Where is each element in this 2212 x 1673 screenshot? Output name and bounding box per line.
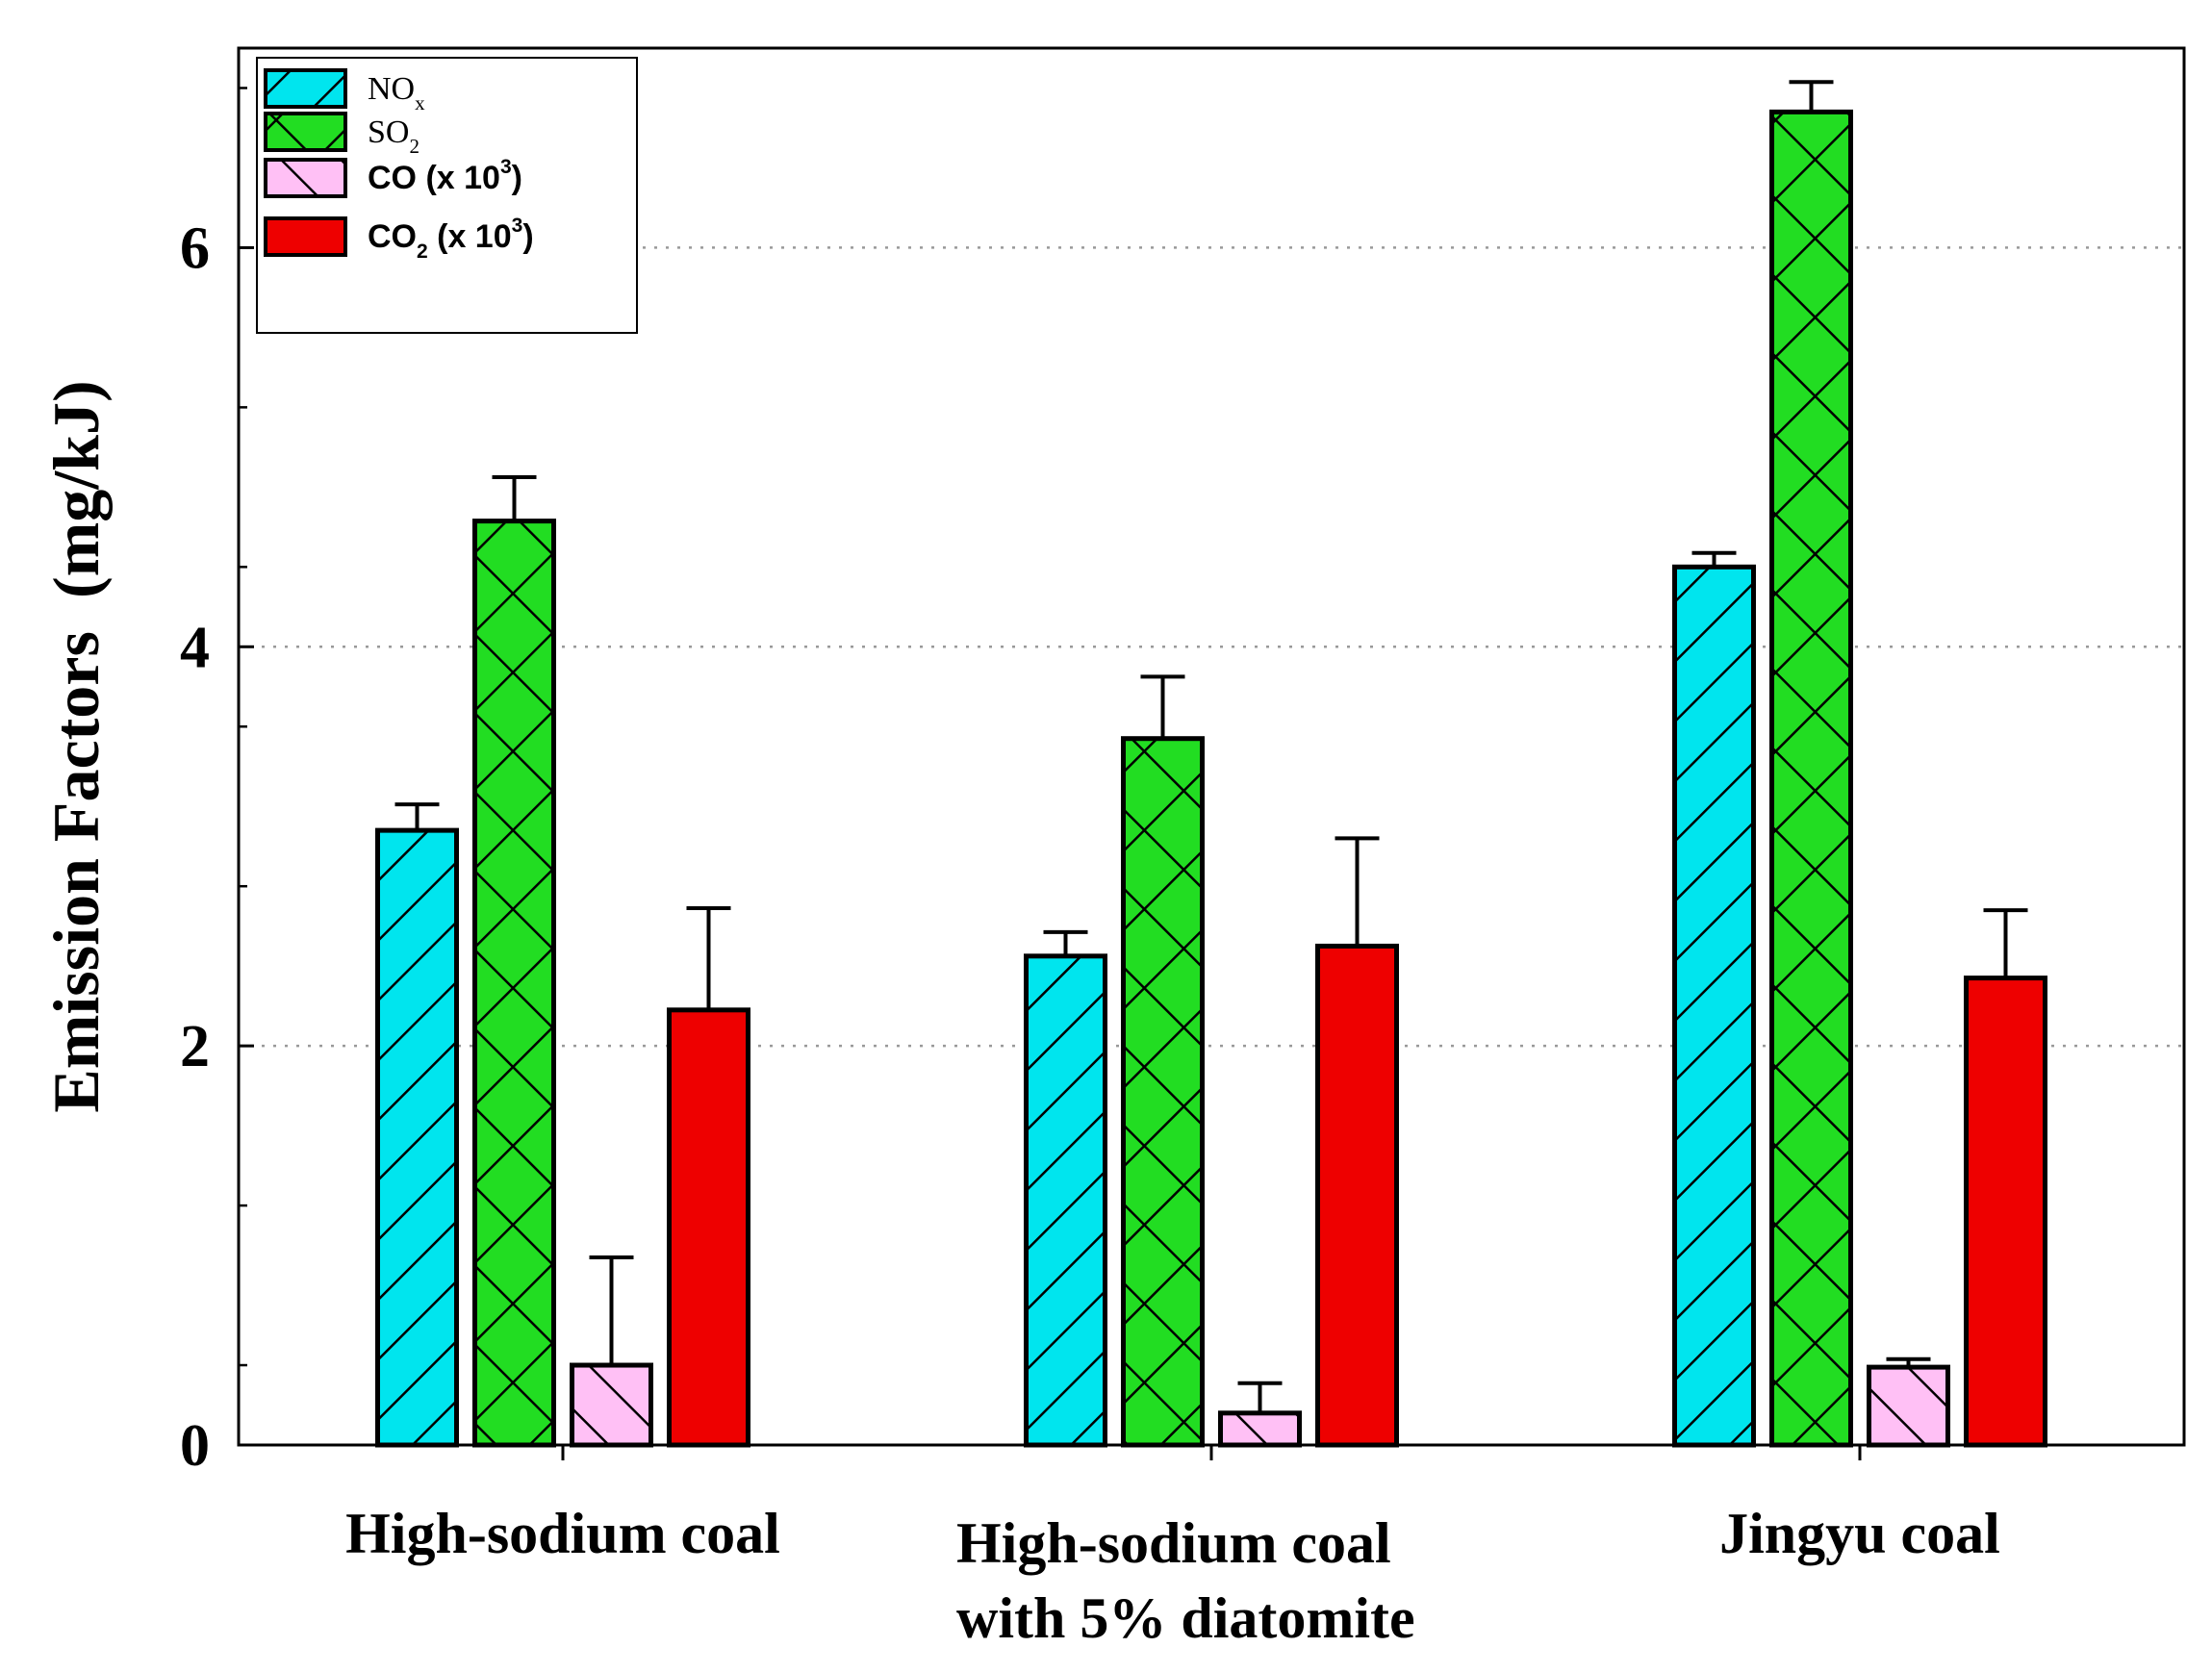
error-bars — [394, 80, 2028, 1413]
x-category-label-line: with 5% diatomite — [956, 1586, 1415, 1650]
legend-swatch-hatch — [266, 70, 345, 107]
y-axis-ticks: 0 2 4 6 — [180, 87, 254, 1479]
x-category-label-line: High-sodium coal — [956, 1511, 1391, 1575]
legend-swatch-outline — [264, 68, 347, 109]
bar-hatch — [377, 830, 457, 1445]
legend-label: CO (x 103) — [368, 156, 522, 196]
y-axis-title: Emission Factors (mg/kJ) — [39, 380, 113, 1112]
x-category-label-line: High-sodium coal — [345, 1502, 780, 1565]
x-category-label: High-sodium coal with 5% diatomite — [956, 1511, 1415, 1650]
bar — [669, 1009, 749, 1445]
y-tick-label: 4 — [180, 615, 210, 680]
bar-hatch — [1869, 1367, 1948, 1445]
bar-hatch — [474, 520, 554, 1445]
legend-swatch-outline — [264, 216, 347, 257]
bars — [375, 109, 2047, 1448]
legend-swatch-hatch — [266, 160, 345, 196]
bar-hatch — [1771, 112, 1851, 1445]
legend-swatch — [266, 218, 345, 255]
x-category-label: Jingyu coal — [1719, 1502, 2000, 1565]
x-category-label-line: Jingyu coal — [1719, 1502, 2000, 1565]
x-category-label: High-sodium coal — [345, 1502, 780, 1565]
legend-label: SO2 — [368, 114, 420, 158]
y-tick-label: 0 — [180, 1413, 210, 1479]
x-axis-ticks: High-sodium coal High-sodium coal with 5% … — [345, 1445, 2000, 1650]
bar-hatch — [572, 1365, 651, 1445]
bar-hatch — [1674, 567, 1754, 1445]
legend-swatch-outline — [264, 158, 347, 198]
y-tick-label: 2 — [180, 1014, 210, 1079]
bar — [1317, 946, 1397, 1445]
legend-label: NOx — [368, 71, 425, 114]
bar-hatch — [1026, 955, 1106, 1445]
legend-swatch-outline — [264, 112, 347, 152]
legend-label: CO2 (x 103) — [368, 215, 534, 263]
legend-swatch-hatch — [266, 114, 345, 150]
bar — [1966, 977, 2046, 1445]
y-tick-label: 6 — [180, 215, 210, 281]
bar-hatch — [1220, 1412, 1300, 1445]
bar-hatch — [1123, 738, 1203, 1445]
